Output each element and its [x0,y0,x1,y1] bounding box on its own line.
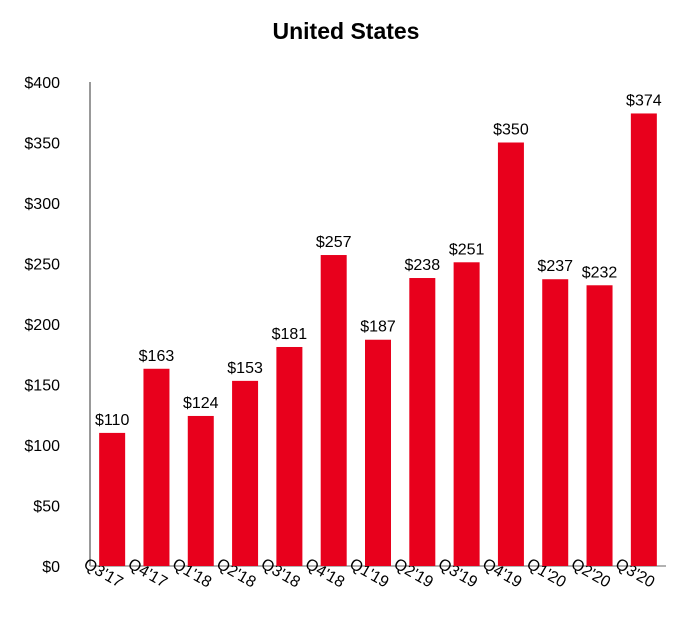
y-tick-label: $50 [33,499,60,516]
bar [187,415,214,566]
y-tick-label: $400 [24,75,60,92]
bar [630,113,657,567]
y-tick-label: $350 [24,136,60,153]
data-label: $257 [316,234,352,251]
data-label: $163 [139,348,175,365]
bar [276,346,303,566]
y-tick-label: $300 [24,196,60,213]
data-labels: $110 $163 $124 $153 $181 $257 $187 $238 $251 $350… [95,92,662,428]
data-label: $187 [360,319,396,336]
y-tick-label: $200 [24,317,60,334]
bar [542,279,569,566]
data-label: $124 [183,395,219,412]
bar [320,255,347,566]
bar [365,339,391,566]
bar [409,278,436,566]
data-label: $350 [493,122,529,139]
data-label: $237 [537,258,573,275]
data-label: $238 [405,257,441,274]
y-axis: $0 $50 $100 $150 $200 $250 $300 $350 $400 [24,75,91,576]
bar [232,380,259,566]
data-label: $251 [449,241,485,258]
bar [497,142,524,566]
data-label: $232 [582,264,618,281]
y-tick-label: $100 [24,438,60,455]
y-tick-label: $0 [42,559,60,576]
data-label: $153 [227,360,263,377]
y-tick-label: $250 [24,257,60,274]
bar [586,285,613,566]
bar [143,368,170,566]
bar [99,432,126,566]
data-label: $374 [626,92,662,109]
bar [453,262,480,566]
y-tick-label: $150 [24,378,60,395]
bars [99,113,657,567]
chart-title: United States [273,18,420,44]
data-label: $110 [95,412,130,429]
data-label: $181 [272,326,308,343]
